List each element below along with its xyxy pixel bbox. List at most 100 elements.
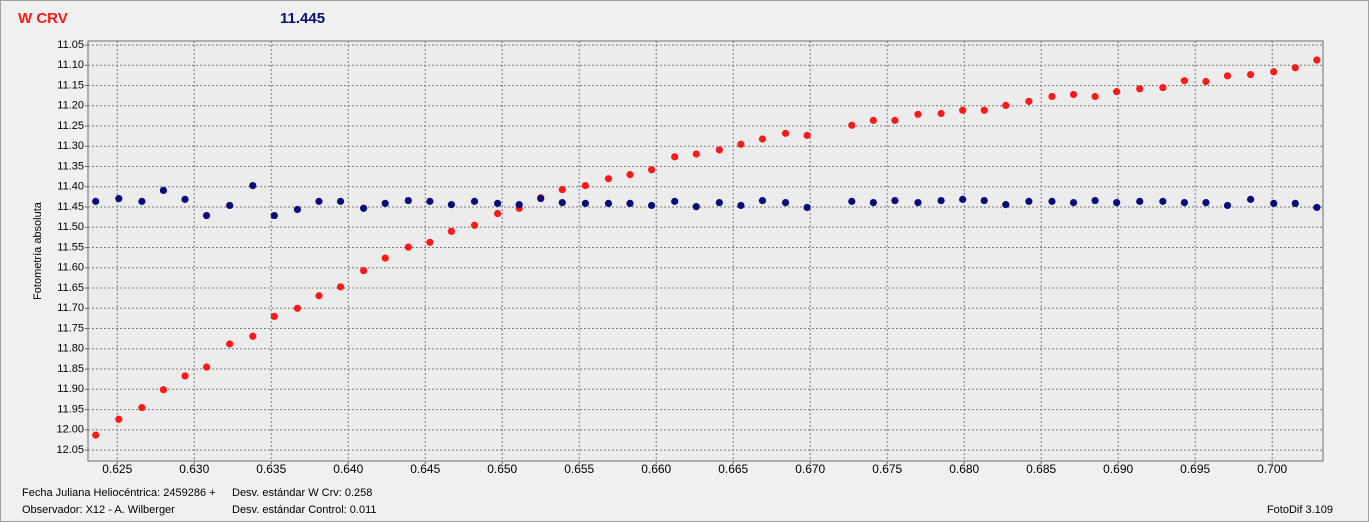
data-point xyxy=(1180,199,1189,207)
data-point xyxy=(869,116,877,124)
data-point xyxy=(515,201,523,209)
data-point xyxy=(648,201,656,210)
data-point xyxy=(159,386,168,394)
data-point xyxy=(1202,77,1210,86)
data-point xyxy=(980,196,988,205)
data-point xyxy=(781,199,790,207)
data-point xyxy=(1048,92,1056,101)
data-point xyxy=(1223,201,1232,210)
y-tick-label: 11.65 xyxy=(57,282,84,294)
data-point xyxy=(202,363,211,371)
data-point xyxy=(270,312,278,321)
data-point xyxy=(249,181,257,190)
data-point xyxy=(293,304,302,312)
x-tick-label: 0.690 xyxy=(1103,462,1133,476)
data-point xyxy=(604,199,613,208)
footer-text: Fecha Juliana Heliocéntrica: 2459286 + xyxy=(22,487,216,499)
y-tick-label: 11.35 xyxy=(57,160,84,172)
x-tick-label: 0.700 xyxy=(1257,462,1287,476)
data-point xyxy=(336,283,345,291)
footer-text: Observador: X12 - A. Wilberger xyxy=(22,504,175,516)
data-point xyxy=(1069,199,1078,207)
data-point xyxy=(980,106,988,114)
x-tick-label: 0.640 xyxy=(333,462,363,476)
data-point xyxy=(249,332,257,340)
y-tick-label: 11.55 xyxy=(57,241,84,253)
data-point xyxy=(1091,196,1099,205)
data-point xyxy=(470,197,479,205)
data-point xyxy=(202,211,211,220)
data-point xyxy=(1291,199,1299,208)
data-point xyxy=(494,209,502,218)
data-point xyxy=(426,238,434,246)
data-point xyxy=(115,415,123,423)
data-point xyxy=(715,199,723,207)
data-point xyxy=(1270,199,1278,208)
y-tick-label: 11.95 xyxy=(57,403,84,415)
y-tick-label: 11.80 xyxy=(57,343,84,355)
data-point xyxy=(447,201,456,209)
x-tick-label: 0.655 xyxy=(564,462,594,476)
data-point xyxy=(937,109,945,118)
data-point xyxy=(1002,201,1010,209)
data-point xyxy=(404,243,412,251)
data-point xyxy=(848,197,856,205)
data-point xyxy=(1113,88,1121,96)
data-point xyxy=(1291,64,1299,72)
x-tick-label: 0.685 xyxy=(1026,462,1056,476)
y-tick-label: 11.45 xyxy=(57,201,84,213)
data-point xyxy=(1313,56,1321,64)
y-axis-label: Fotometría absoluta xyxy=(32,201,44,300)
x-tick-label: 0.695 xyxy=(1180,462,1210,476)
data-point xyxy=(869,199,877,207)
data-point xyxy=(138,403,146,412)
data-point xyxy=(381,199,389,208)
data-point xyxy=(181,372,189,380)
x-tick-label: 0.665 xyxy=(718,462,748,476)
data-point xyxy=(138,197,146,205)
y-tick-label: 11.60 xyxy=(57,262,84,274)
data-point xyxy=(937,196,945,205)
x-tick-label: 0.680 xyxy=(949,462,979,476)
y-tick-label: 11.40 xyxy=(57,181,84,193)
data-point xyxy=(891,116,899,124)
data-point xyxy=(781,129,790,137)
data-point xyxy=(959,106,967,114)
data-point xyxy=(181,195,189,203)
data-point xyxy=(92,431,100,439)
data-point xyxy=(226,201,234,210)
data-point xyxy=(626,171,634,179)
data-point xyxy=(671,197,679,205)
data-point xyxy=(1136,85,1144,93)
data-point xyxy=(914,199,922,207)
data-point xyxy=(1025,197,1033,205)
y-tick-label: 11.70 xyxy=(57,302,84,314)
data-point xyxy=(1113,199,1121,207)
data-point xyxy=(1091,92,1099,101)
data-point xyxy=(581,199,589,208)
data-point xyxy=(1159,197,1167,205)
data-point xyxy=(1159,83,1167,92)
y-tick-label: 11.25 xyxy=(57,120,84,132)
x-tick-label: 0.635 xyxy=(256,462,286,476)
x-tick-label: 0.645 xyxy=(410,462,440,476)
plot-area xyxy=(87,40,1324,462)
y-tick-label: 11.90 xyxy=(57,383,84,395)
chart-title: W CRV xyxy=(18,10,68,27)
data-point xyxy=(758,196,767,205)
y-tick-label: 12.05 xyxy=(56,444,84,456)
data-point xyxy=(1180,77,1189,85)
data-point xyxy=(1223,72,1232,80)
data-point xyxy=(426,197,434,205)
data-point xyxy=(803,203,811,212)
data-point xyxy=(336,197,345,205)
data-point xyxy=(692,150,700,158)
data-point xyxy=(692,203,700,211)
data-point xyxy=(1025,97,1033,105)
data-point xyxy=(115,194,123,203)
data-point xyxy=(360,267,368,275)
data-point xyxy=(1247,195,1255,203)
y-tick-label: 12.00 xyxy=(56,424,84,436)
data-point xyxy=(959,195,967,203)
data-point xyxy=(604,175,613,183)
